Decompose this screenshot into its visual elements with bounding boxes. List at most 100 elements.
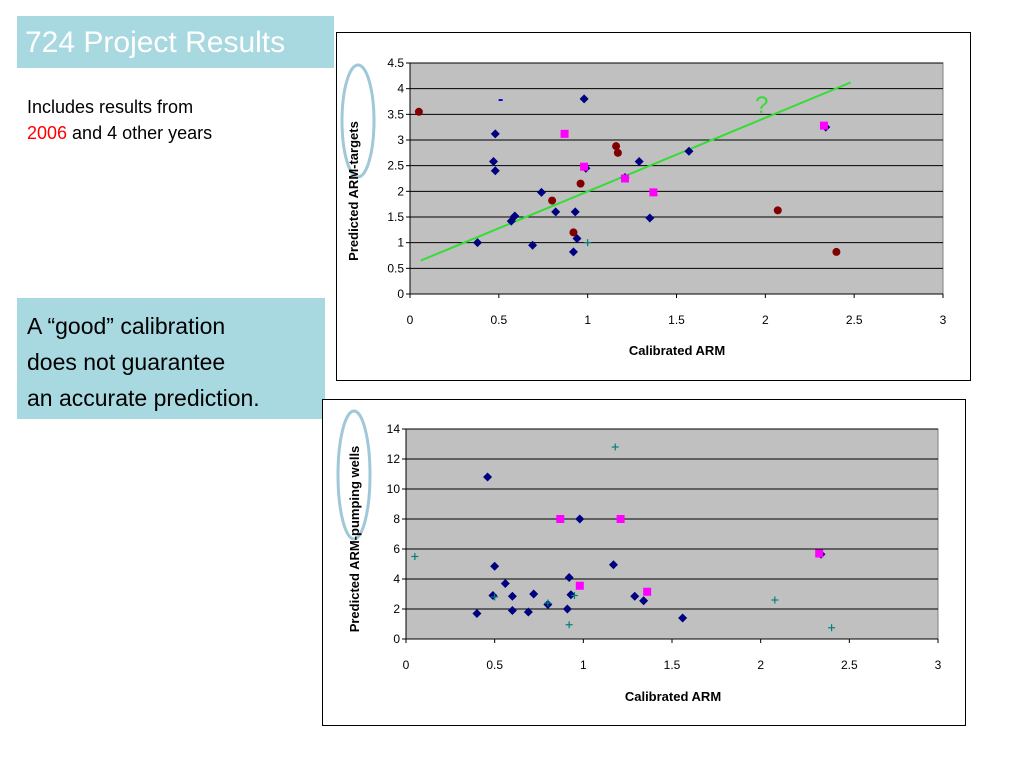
callout-line2: does not guarantee — [27, 349, 226, 375]
x-tick-label: 1.5 — [664, 658, 681, 672]
chart-targets: 0 0.5 1 1.5 2 2.5 3 3.5 4 4.5 0 0.5 1 1.5 2 2.5 3 Predic… — [340, 56, 947, 358]
data-point-cross — [771, 596, 779, 604]
plot-area — [405, 428, 939, 640]
data-point-diamond — [566, 590, 576, 600]
data-point-cross — [411, 553, 419, 560]
y-tick-label: 10 — [387, 482, 401, 496]
data-point-diamond — [579, 94, 589, 104]
data-point-diamond — [564, 573, 574, 582]
dash-mark: - — [498, 91, 503, 108]
data-point-diamond — [500, 579, 510, 588]
ylabel-highlight-ellipse — [340, 63, 376, 179]
data-point-diamond — [568, 247, 578, 257]
y-tick-label: 6 — [393, 542, 400, 556]
data-point-diamond — [551, 207, 561, 217]
x-tick-label: 0.5 — [490, 313, 507, 327]
data-point-circle — [576, 179, 585, 188]
x-tick-label: 1 — [584, 313, 591, 327]
chart-wells-frame: 0 2 4 6 8 10 12 14 0 0.5 1 1.5 2 2.5 3 Predicted ARM-p… — [322, 399, 966, 726]
x-axis-label: Calibrated ARM — [625, 689, 721, 704]
data-point-diamond — [639, 596, 649, 606]
y-tick-label: 14 — [387, 422, 401, 436]
question-mark: ? — [755, 92, 768, 119]
y-tick-label: 1.5 — [387, 210, 404, 224]
plot-area — [409, 62, 944, 295]
intro-text: Includes results from 2006 and 4 other y… — [27, 94, 212, 146]
intro-year: 2006 — [27, 123, 68, 143]
x-tick-label: 0 — [407, 313, 414, 327]
data-point-square — [815, 549, 824, 558]
y-tick-label: 1 — [397, 236, 404, 250]
data-point-circle — [548, 196, 557, 205]
data-point-diamond — [536, 187, 546, 197]
data-point-circle — [569, 228, 578, 237]
data-point-square — [575, 581, 584, 590]
x-tick-label: 2.5 — [846, 313, 863, 327]
callout-line1: A “good” calibration — [27, 313, 226, 339]
callout-line3: an accurate prediction. — [27, 385, 260, 411]
data-point-cross — [544, 599, 552, 607]
data-point-diamond — [562, 604, 572, 614]
data-point-diamond — [570, 207, 580, 217]
x-tick-label: 2 — [762, 313, 769, 327]
data-point-diamond — [472, 609, 482, 618]
x-tick-label: 1.5 — [668, 313, 685, 327]
x-tick-label: 3 — [935, 658, 942, 672]
data-point-diamond — [678, 613, 688, 623]
data-point-diamond — [507, 606, 517, 615]
y-axis-label: Predicted ARM-pumping wells — [347, 446, 362, 633]
y-axis-label: Predicted ARM-targets — [346, 121, 361, 261]
y-tick-label: 0.5 — [387, 261, 404, 275]
x-axis-label: Calibrated ARM — [629, 343, 725, 358]
data-point-circle — [773, 206, 782, 215]
data-point-diamond — [506, 216, 516, 226]
y-tick-label: 12 — [387, 452, 401, 466]
data-point-square — [556, 515, 565, 523]
x-tick-label: 0.5 — [486, 658, 503, 672]
y-tick-label: 4 — [397, 82, 404, 96]
data-point-diamond — [490, 166, 500, 176]
data-point-diamond — [634, 157, 644, 167]
data-point-square — [580, 162, 589, 171]
callout-box: A “good” calibration does not guarantee … — [17, 298, 325, 419]
chart-wells: 0 2 4 6 8 10 12 14 0 0.5 1 1.5 2 2.5 3 Predicted ARM-p… — [336, 409, 942, 704]
data-point-cross — [565, 621, 573, 629]
y-tick-label: 2 — [397, 184, 404, 198]
data-point-diamond — [645, 213, 655, 223]
data-point-circle — [414, 107, 423, 116]
data-point-diamond — [608, 560, 618, 570]
y-tick-label: 0 — [393, 632, 400, 646]
data-point-diamond — [507, 591, 517, 601]
x-tick-label: 1 — [580, 658, 587, 672]
data-point-cross — [570, 592, 578, 599]
data-point-square — [643, 587, 652, 596]
data-point-square — [560, 129, 569, 138]
data-point-square — [616, 515, 625, 523]
data-point-diamond — [483, 472, 493, 482]
slide-title: 724 Project Results — [25, 26, 286, 59]
data-point-square — [620, 174, 629, 183]
data-point-diamond — [490, 129, 500, 139]
data-point-diamond — [473, 238, 483, 248]
data-point-square — [819, 121, 828, 130]
data-point-diamond — [523, 607, 533, 617]
data-point-diamond — [572, 234, 582, 244]
chart-targets-frame: 0 0.5 1 1.5 2 2.5 3 3.5 4 4.5 0 0.5 1 1.5 2 2.5 3 Predic… — [336, 32, 971, 381]
y-tick-label: 4.5 — [387, 56, 404, 70]
y-tick-label: 2 — [393, 602, 400, 616]
x-tick-label: 3 — [940, 313, 947, 327]
x-tick-label: 2.5 — [841, 658, 858, 672]
ylabel-highlight-ellipse — [336, 409, 372, 541]
y-tick-label: 4 — [393, 572, 400, 586]
x-tick-label: 2 — [757, 658, 764, 672]
intro-rest: and 4 other years — [67, 123, 213, 143]
data-point-cross — [491, 593, 499, 601]
data-point-square — [649, 188, 658, 197]
title-box: 724 Project Results — [17, 16, 334, 68]
y-tick-label: 3.5 — [387, 107, 404, 121]
data-point-cross — [611, 443, 619, 451]
data-point-circle — [832, 247, 841, 256]
data-point-cross — [584, 239, 592, 247]
trend-line — [420, 81, 851, 262]
y-tick-label: 8 — [393, 512, 400, 526]
